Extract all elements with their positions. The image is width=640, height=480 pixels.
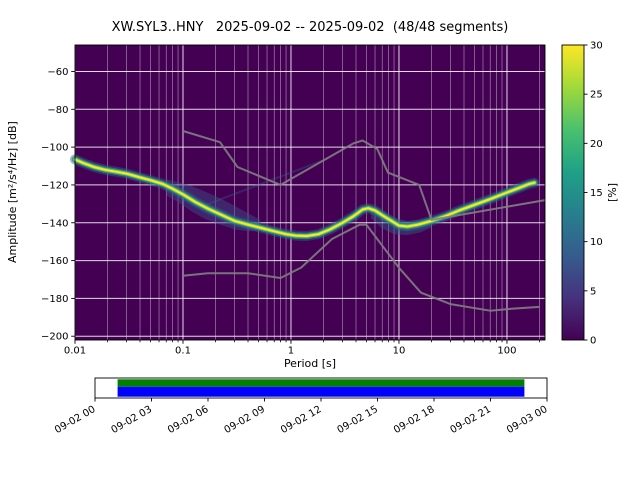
time-tick-label: 09-02 21 xyxy=(449,404,493,436)
x-tick-label: 1 xyxy=(288,346,294,357)
colorbar-tick-label: 15 xyxy=(590,188,603,199)
y-tick-label: −180 xyxy=(41,294,68,305)
x-tick-label: 0.01 xyxy=(64,346,86,357)
colorbar: 0 5 10 15 20 25 30 xyxy=(561,41,603,347)
nhnm-curve xyxy=(182,130,546,221)
y-tick-label: −120 xyxy=(41,180,68,191)
time-tick-label: 09-02 03 xyxy=(110,404,154,436)
y-tick-label: −80 xyxy=(47,105,68,116)
y-axis-label: Amplitude [m²/s⁴/Hz] [dB] xyxy=(6,121,19,264)
colorbar-tick-label: 25 xyxy=(590,90,603,101)
x-tick-label: 0.1 xyxy=(175,346,191,357)
coverage-bar: 09-02 00 09-02 03 09-02 06 09-02 09 09-02 12… xyxy=(53,377,550,436)
y-tick-label: −140 xyxy=(41,218,68,229)
y-tick-label: −160 xyxy=(41,256,68,267)
time-tick-label: 09-02 06 xyxy=(166,404,210,436)
colorbar-tick-label: 5 xyxy=(590,286,596,297)
chart-title: XW.SYL3..HNY 2025-09-02 -- 2025-09-02 (4… xyxy=(111,20,509,35)
noise-models xyxy=(182,130,546,312)
colorbar-tick-label: 20 xyxy=(590,139,603,150)
colorbar-gradient xyxy=(562,45,584,340)
time-tick-label: 09-02 18 xyxy=(392,404,436,436)
colorbar-tick-label: 10 xyxy=(590,237,603,248)
time-tick-label: 09-02 09 xyxy=(223,404,267,436)
y-tick-label: −60 xyxy=(47,67,68,78)
plot-background xyxy=(75,45,545,340)
colorbar-tick-label: 0 xyxy=(590,336,596,347)
x-tick-label: 100 xyxy=(497,346,516,357)
psd-artifact-line xyxy=(198,157,329,209)
psd-histogram xyxy=(70,154,540,241)
colorbar-tick-label: 30 xyxy=(590,41,603,52)
y-axis-ticks: −60 −80 −100 −120 −140 −160 −180 −200 xyxy=(41,67,75,343)
coverage-data-stripe xyxy=(117,386,525,397)
time-tick-label: 09-02 00 xyxy=(53,404,97,436)
coverage-segments-stripe xyxy=(117,379,525,387)
time-tick-label: 09-03 00 xyxy=(505,404,549,436)
x-tick-label: 10 xyxy=(393,346,406,357)
colorbar-label: [%] xyxy=(606,182,619,203)
psd-mode-band xyxy=(74,158,536,237)
nlnm-curve xyxy=(182,223,540,312)
time-tick-label: 09-02 15 xyxy=(336,404,380,436)
x-axis-label: Period [s] xyxy=(283,357,337,370)
x-axis-ticks: 0.01 0.1 1 10 100 xyxy=(64,340,540,357)
time-tick-label: 09-02 12 xyxy=(279,404,323,436)
y-tick-label: −200 xyxy=(41,332,68,343)
y-tick-label: −100 xyxy=(41,143,68,154)
plot-border xyxy=(74,44,546,341)
